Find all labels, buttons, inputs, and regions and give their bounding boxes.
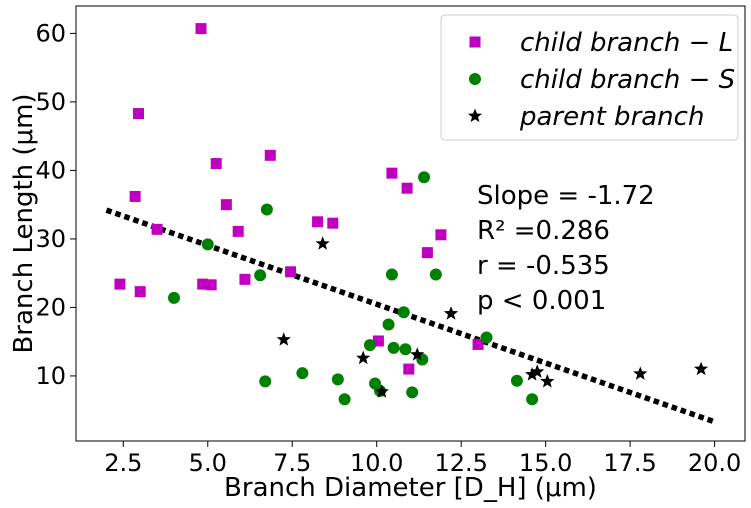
data-point-circle (480, 331, 493, 344)
data-point-square (403, 363, 415, 375)
data-point-square (421, 247, 433, 259)
data-point-star (276, 332, 291, 346)
data-point-circle (385, 268, 398, 281)
data-point-circle (429, 268, 442, 281)
x-tick-label: 5.0 (189, 449, 227, 477)
data-point-square (114, 278, 126, 290)
data-point-star (315, 236, 330, 250)
regression-stats: Slope = -1.72 R² =0.286 r = -0.535 p < 0.00… (477, 181, 655, 316)
data-point-square (220, 199, 232, 211)
data-point-circle (397, 306, 410, 319)
data-point-star (410, 347, 425, 361)
data-point-circle (399, 343, 412, 356)
y-tick-label: 40 (35, 156, 66, 184)
stat-line: Slope = -1.72 (477, 181, 655, 211)
data-point-circle (418, 171, 431, 184)
x-tick-label: 10.0 (350, 449, 403, 477)
y-axis-label: Branch Length (μm) (9, 93, 39, 353)
data-point-square (312, 216, 324, 228)
data-point-circle (382, 318, 395, 331)
data-point-square (134, 286, 146, 298)
x-tick-label: 17.5 (603, 449, 656, 477)
data-point-star (540, 373, 555, 388)
stat-line: R² =0.286 (477, 216, 610, 246)
data-point-circle (201, 238, 214, 251)
x-tick-label: 12.5 (434, 449, 487, 477)
data-point-star (443, 306, 459, 320)
x-tick-label: 20.0 (688, 449, 741, 477)
data-point-square (151, 223, 163, 235)
legend-label: child branch − S (520, 65, 735, 95)
x-tick-label: 15.0 (519, 449, 572, 477)
stat-line: r = -0.535 (477, 251, 610, 281)
data-point-circle (260, 203, 273, 216)
x-tick-label: 7.5 (273, 449, 311, 477)
data-point-square (197, 278, 209, 290)
data-point-star (525, 367, 540, 381)
data-point-square (386, 167, 398, 179)
data-point-square (472, 338, 484, 350)
data-point-circle (296, 367, 309, 380)
data-point-circle (510, 374, 523, 387)
data-point-square (129, 190, 141, 202)
data-point-square (133, 108, 145, 120)
data-points-layer (114, 23, 709, 406)
legend: child branch − L child branch − S parent b… (440, 14, 739, 141)
legend-box (440, 14, 739, 141)
data-point-circle (331, 373, 344, 386)
legend-label: child branch − L (520, 28, 733, 58)
legend-label: parent branch (519, 102, 704, 132)
legend-marker-star (467, 108, 483, 123)
data-point-square (401, 182, 413, 194)
x-axis-label: Branch Diameter [D_H] (μm) (224, 473, 597, 503)
data-point-square (205, 279, 217, 291)
data-point-square (232, 225, 244, 237)
stat-line: p < 0.001 (477, 286, 606, 316)
y-tick-label: 50 (35, 88, 66, 116)
axis-ticks-layer: 2.5 5.0 7.5 10.0 12.5 15.0 17.5 20.0 10 20 30 40 50 6… (35, 19, 741, 477)
data-point-circle (167, 291, 180, 304)
data-point-circle (526, 393, 539, 406)
legend-marker-square (469, 36, 481, 48)
data-point-circle (387, 341, 400, 354)
data-point-square (264, 149, 276, 161)
y-tick-label: 60 (35, 19, 66, 47)
data-point-square (372, 335, 384, 347)
data-point-square (435, 229, 447, 241)
plot-area-frame (75, 5, 746, 442)
data-point-star (530, 364, 545, 378)
data-point-square (210, 158, 222, 170)
data-point-square (239, 273, 251, 285)
data-point-square (327, 217, 339, 229)
data-point-star (633, 366, 648, 380)
data-point-circle (338, 393, 351, 406)
legend-marker-circle (469, 73, 481, 85)
data-point-square (195, 23, 207, 35)
data-point-star (356, 350, 371, 365)
data-point-circle (363, 339, 376, 352)
y-tick-label: 30 (35, 225, 66, 253)
data-point-star (374, 384, 389, 398)
y-tick-label: 10 (35, 362, 66, 390)
data-point-square (285, 266, 297, 278)
data-point-star (693, 361, 709, 376)
data-point-circle (259, 375, 272, 388)
data-point-circle (406, 386, 419, 399)
y-tick-label: 20 (35, 293, 66, 321)
x-tick-label: 2.5 (104, 449, 142, 477)
data-point-circle (254, 269, 267, 282)
